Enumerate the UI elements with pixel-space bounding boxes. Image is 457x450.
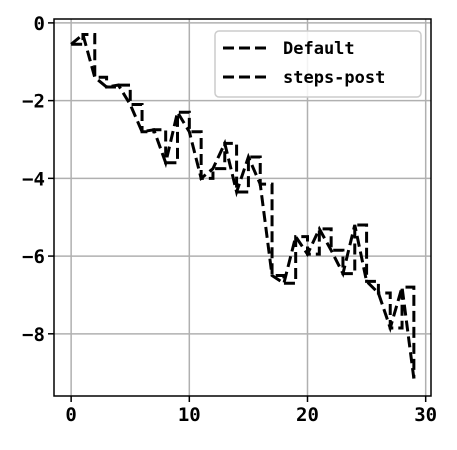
y-tick-label: −4 — [22, 168, 45, 190]
y-tick-label: −6 — [22, 246, 45, 268]
y-tick-label: −8 — [22, 324, 45, 346]
y-tick-label: 0 — [34, 13, 45, 35]
x-tick-label: 20 — [296, 404, 319, 426]
legend-label: Default — [283, 39, 355, 59]
legend: Default steps-post — [215, 31, 421, 97]
x-tick-label: 0 — [65, 404, 76, 426]
y-tick-label: −2 — [22, 91, 45, 113]
x-tick-label: 10 — [178, 404, 201, 426]
x-tick-label: 30 — [414, 404, 437, 426]
legend-label: steps-post — [283, 68, 385, 88]
